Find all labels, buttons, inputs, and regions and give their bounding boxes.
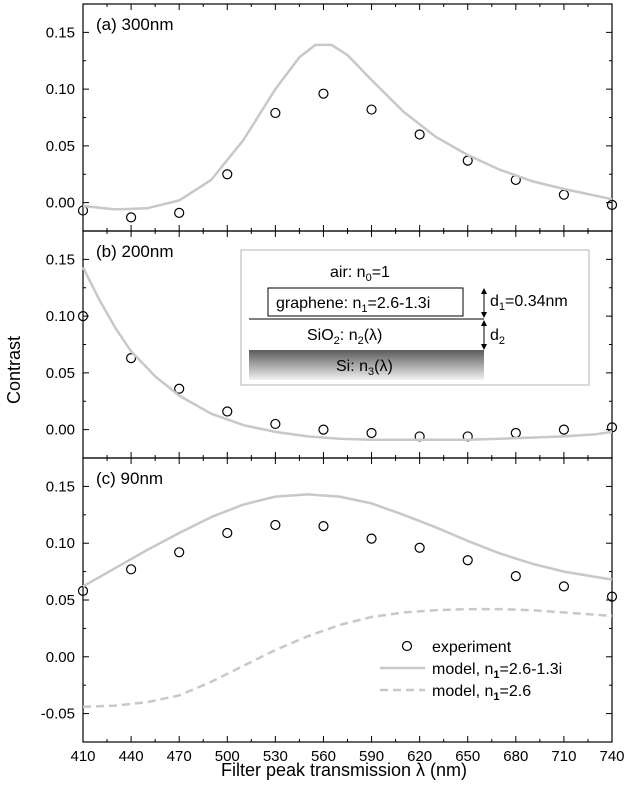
d2-arrowheads xyxy=(481,320,487,350)
experiment-point xyxy=(77,585,89,597)
y-tick-label: -0.05 xyxy=(41,706,75,723)
model-complex-curve xyxy=(82,493,613,588)
y-tick-label: 0.15 xyxy=(46,251,75,268)
x-tick-label: 470 xyxy=(167,748,192,765)
y-tick-label: 0.05 xyxy=(46,365,75,382)
x-tick-label: 710 xyxy=(551,748,576,765)
y-tick-label: 0.05 xyxy=(46,592,75,609)
inset-sio2-label: SiO2: n2(λ) xyxy=(307,327,382,347)
inset-d1-label: d1=0.34nm xyxy=(490,293,568,313)
experiment-point xyxy=(606,591,618,602)
y-tick-label: 0.15 xyxy=(46,478,75,495)
experiment-point xyxy=(174,547,185,558)
experiment-point xyxy=(270,418,281,430)
experiment-point xyxy=(222,406,233,417)
panels: 0.00 0.05 0.10 0.15 (a) 300nm 0.00 0.05 0.10 0.1… xyxy=(41,3,625,765)
experiment-point xyxy=(222,169,233,180)
model-complex-curve xyxy=(82,43,613,211)
legend-model-complex-label: model, n1=2.6-1.3i xyxy=(432,661,562,681)
panel-title: (a) 300nm xyxy=(96,15,173,34)
inset-air-label: air: n0=1 xyxy=(330,264,390,284)
x-tick-label: 740 xyxy=(599,748,624,765)
y-tick-label: 0.10 xyxy=(46,535,75,552)
panel-2: -0.05 0.00 0.05 0.10 0.15 (c) 90nm xyxy=(41,457,618,743)
x-tick-label: 440 xyxy=(119,748,144,765)
y-tick-label: 0.10 xyxy=(46,81,75,98)
experiment-point xyxy=(270,107,281,119)
model-real-curve xyxy=(82,607,613,709)
experiment-point xyxy=(414,542,425,553)
panel-0: 0.00 0.05 0.10 0.15 (a) 300nm xyxy=(46,3,618,232)
experiment-point xyxy=(510,571,521,582)
experiment-point xyxy=(366,104,377,115)
experiment-point xyxy=(318,424,329,435)
x-tick-label: 410 xyxy=(70,748,95,765)
x-tick-label: 680 xyxy=(503,748,528,765)
layer-schematic-inset: air: n0=1 graphene: n1=2.6-1.3i SiO2: n2… xyxy=(240,249,590,386)
panel-1: 0.00 0.05 0.10 0.15 (b) 200nm xyxy=(46,230,618,459)
x-tick-label: 500 xyxy=(215,748,240,765)
si-substrate xyxy=(249,350,484,380)
experiment-point xyxy=(270,519,281,531)
experiment-point xyxy=(462,555,473,566)
x-tick-label: 590 xyxy=(359,748,384,765)
experiment-point xyxy=(125,564,137,575)
y-axis-title: Contrast xyxy=(4,336,24,404)
experiment-point xyxy=(174,207,185,218)
y-tick-label: 0.15 xyxy=(46,24,75,41)
experiment-point xyxy=(558,581,570,592)
experiment-point xyxy=(318,88,329,99)
graphene-layer xyxy=(267,287,464,317)
experiment-point xyxy=(318,521,329,532)
legend-model-real-label: model, n1=2.6 xyxy=(432,683,531,703)
inset-si-label: Si: n3(λ) xyxy=(336,358,393,378)
experiment-point xyxy=(366,427,377,439)
y-tick-label: 0.10 xyxy=(46,308,75,325)
x-tick-label: 650 xyxy=(455,748,480,765)
y-tick-label: 0.00 xyxy=(46,649,75,666)
inset-d2-label: d2 xyxy=(490,327,505,347)
y-tick-label: 0.00 xyxy=(46,195,75,212)
experiment-point xyxy=(606,422,618,433)
experiment-point xyxy=(125,353,137,364)
x-tick-label: 560 xyxy=(311,748,336,765)
legend-experiment-marker xyxy=(401,640,413,652)
experiment-point xyxy=(125,212,137,223)
legend-experiment-label: experiment xyxy=(432,639,512,656)
experiment-point xyxy=(414,129,425,140)
inset-graphene-label: graphene: n1=2.6-1.3i xyxy=(276,295,430,315)
x-tick-label: 620 xyxy=(407,748,432,765)
x-axis-title: Filter peak transmission λ (nm) xyxy=(221,760,467,780)
experiment-point xyxy=(510,427,521,439)
panel-title: (b) 200nm xyxy=(96,242,173,261)
model-complex-curve xyxy=(81,266,613,442)
y-tick-label: 0.05 xyxy=(46,138,75,155)
d1-arrowheads xyxy=(481,288,487,318)
x-tick-label: 530 xyxy=(263,748,288,765)
experiment-point xyxy=(558,424,570,435)
experiment-point xyxy=(77,311,89,322)
experiment-point xyxy=(366,533,377,544)
experiment-point xyxy=(606,199,618,210)
legend: experiment model, n1=2.6-1.3i model, n1=… xyxy=(380,639,562,703)
experiment-point xyxy=(558,189,570,200)
experiment-point xyxy=(222,527,233,539)
plot-frame xyxy=(82,3,613,232)
experiment-point xyxy=(174,383,185,394)
y-tick-label: 0.00 xyxy=(46,422,75,439)
panel-title: (c) 90nm xyxy=(96,469,163,488)
